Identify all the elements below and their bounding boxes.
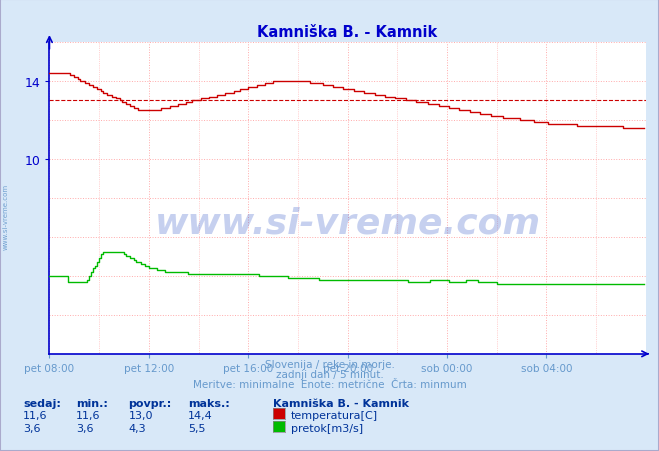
Text: povpr.:: povpr.:	[129, 398, 172, 408]
Title: Kamniška B. - Kamnik: Kamniška B. - Kamnik	[258, 25, 438, 40]
Text: 13,0: 13,0	[129, 410, 153, 420]
Text: 5,5: 5,5	[188, 423, 206, 433]
Text: www.si-vreme.com: www.si-vreme.com	[155, 207, 540, 240]
Text: 14,4: 14,4	[188, 410, 213, 420]
Text: Kamniška B. - Kamnik: Kamniška B. - Kamnik	[273, 398, 409, 408]
Text: maks.:: maks.:	[188, 398, 229, 408]
Text: 3,6: 3,6	[23, 423, 41, 433]
Text: 4,3: 4,3	[129, 423, 146, 433]
Text: min.:: min.:	[76, 398, 107, 408]
Text: 3,6: 3,6	[76, 423, 94, 433]
Text: zadnji dan / 5 minut.: zadnji dan / 5 minut.	[275, 369, 384, 379]
Text: pretok[m3/s]: pretok[m3/s]	[291, 423, 362, 433]
Text: 11,6: 11,6	[23, 410, 47, 420]
Text: 11,6: 11,6	[76, 410, 100, 420]
Text: temperatura[C]: temperatura[C]	[291, 410, 378, 420]
Text: Meritve: minimalne  Enote: metrične  Črta: minmum: Meritve: minimalne Enote: metrične Črta:…	[192, 379, 467, 389]
Text: Slovenija / reke in morje.: Slovenija / reke in morje.	[264, 359, 395, 369]
Text: sedaj:: sedaj:	[23, 398, 61, 408]
Text: www.si-vreme.com: www.si-vreme.com	[2, 184, 9, 249]
